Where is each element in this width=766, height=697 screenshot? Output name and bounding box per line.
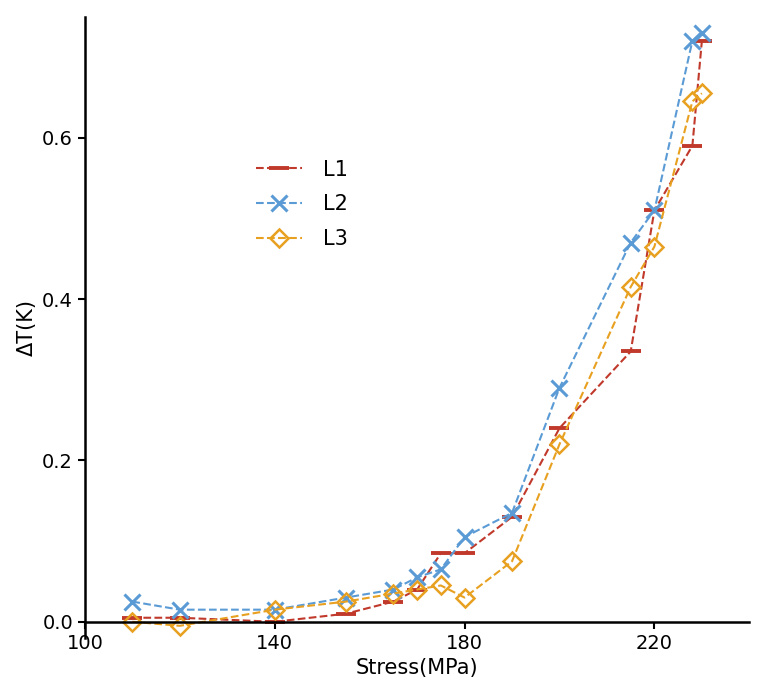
L2	[460, 533, 469, 542]
L2	[650, 206, 659, 215]
L1	[688, 141, 697, 150]
L2	[389, 585, 398, 594]
L3	[175, 622, 185, 630]
L2	[175, 606, 185, 614]
L1	[460, 549, 469, 558]
L2	[413, 573, 422, 581]
L3	[697, 89, 706, 98]
L2	[342, 593, 351, 602]
L1	[175, 613, 185, 622]
L1	[697, 37, 706, 45]
L3	[342, 597, 351, 606]
L3	[650, 243, 659, 251]
L2	[697, 29, 706, 37]
Y-axis label: ΔT(K): ΔT(K)	[17, 299, 37, 355]
L2	[688, 37, 697, 45]
L3	[437, 581, 446, 590]
L1	[413, 585, 422, 594]
Legend: L1, L2, L3: L1, L2, L3	[248, 151, 356, 257]
L1	[555, 424, 564, 432]
L1	[128, 613, 137, 622]
L1	[437, 549, 446, 558]
L3	[688, 97, 697, 105]
L3	[626, 283, 635, 291]
L2	[270, 606, 280, 614]
L2	[128, 597, 137, 606]
L3	[460, 593, 469, 602]
Line: L1: L1	[123, 31, 712, 631]
L1	[389, 597, 398, 606]
L3	[507, 557, 516, 565]
L1	[507, 513, 516, 521]
Line: L3: L3	[126, 87, 708, 632]
L2	[555, 383, 564, 392]
L2	[507, 509, 516, 517]
L3	[413, 585, 422, 594]
L1	[650, 206, 659, 215]
L2	[626, 238, 635, 247]
L1	[342, 609, 351, 618]
Line: L2: L2	[125, 25, 709, 618]
L2	[437, 565, 446, 574]
L3	[555, 440, 564, 448]
L3	[389, 590, 398, 598]
L1	[270, 618, 280, 626]
L3	[270, 606, 280, 614]
X-axis label: Stress(MPa): Stress(MPa)	[355, 658, 479, 678]
L1	[626, 347, 635, 355]
L3	[128, 618, 137, 626]
